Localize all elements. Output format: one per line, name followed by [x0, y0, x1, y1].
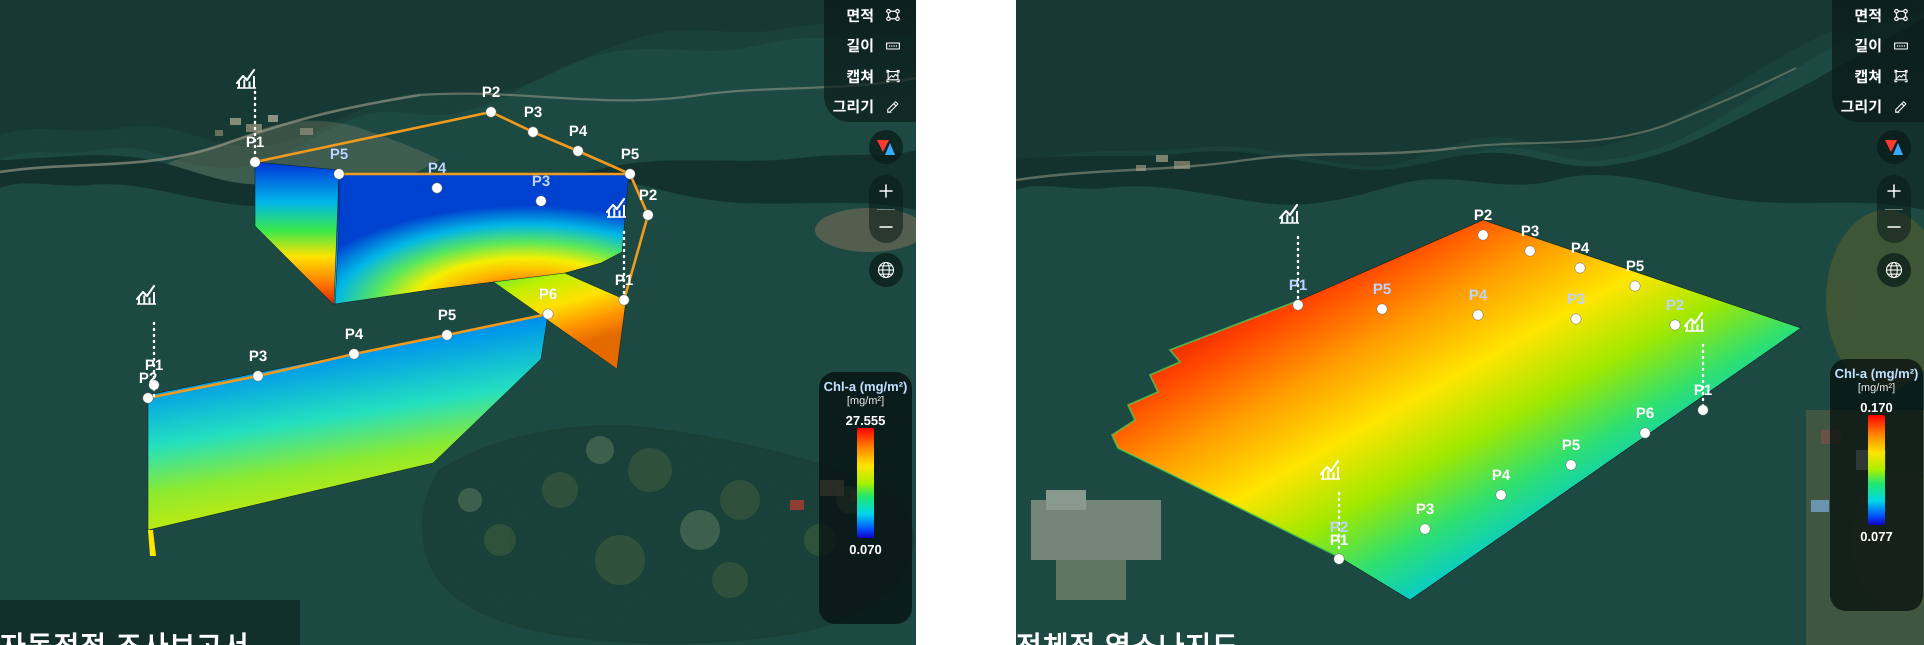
svg-text:P4: P4: [428, 160, 447, 177]
svg-text:P6: P6: [539, 286, 557, 303]
svg-text:P1: P1: [145, 357, 163, 374]
svg-text:P5: P5: [438, 307, 456, 324]
svg-text:P1: P1: [615, 272, 633, 289]
svg-text:P3: P3: [532, 173, 550, 190]
svg-text:P5: P5: [1626, 258, 1644, 275]
svg-text:P4: P4: [1571, 240, 1590, 257]
svg-text:P5: P5: [1562, 437, 1580, 454]
svg-text:P1: P1: [1694, 382, 1712, 399]
svg-text:P2: P2: [639, 187, 657, 204]
svg-text:P5: P5: [330, 146, 348, 163]
svg-text:P4: P4: [345, 326, 364, 343]
svg-text:P2: P2: [1330, 519, 1348, 536]
svg-text:P6: P6: [1636, 405, 1654, 422]
svg-text:P5: P5: [1373, 281, 1391, 298]
svg-text:P2: P2: [1666, 297, 1684, 314]
svg-text:P5: P5: [621, 146, 639, 163]
svg-text:P3: P3: [1416, 501, 1434, 518]
svg-text:P1: P1: [246, 134, 264, 151]
svg-text:P3: P3: [249, 348, 267, 365]
svg-text:P3: P3: [524, 104, 542, 121]
svg-text:P4: P4: [1469, 287, 1488, 304]
svg-text:P1: P1: [1289, 277, 1307, 294]
svg-text:P4: P4: [569, 123, 588, 140]
svg-text:P2: P2: [1474, 207, 1492, 224]
svg-text:P4: P4: [1492, 467, 1511, 484]
svg-text:P3: P3: [1567, 291, 1585, 308]
svg-text:P2: P2: [482, 84, 500, 101]
svg-text:P3: P3: [1521, 223, 1539, 240]
